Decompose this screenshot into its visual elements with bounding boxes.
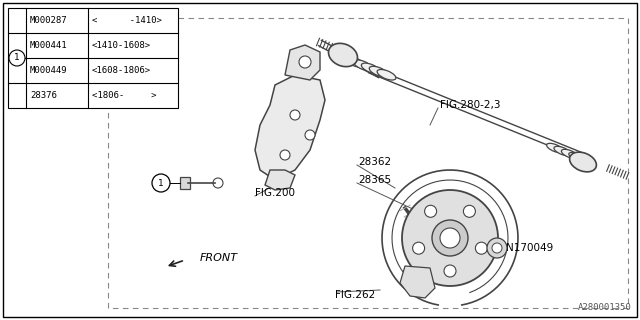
Circle shape (463, 205, 476, 217)
Text: FIG.262: FIG.262 (335, 290, 375, 300)
Text: 28365: 28365 (358, 175, 391, 185)
Circle shape (424, 205, 436, 217)
Ellipse shape (554, 146, 571, 156)
Bar (8, 8, 178, 108)
Circle shape (152, 174, 170, 192)
Ellipse shape (328, 43, 358, 67)
Text: 28376: 28376 (30, 91, 57, 100)
Ellipse shape (346, 57, 364, 67)
Ellipse shape (362, 63, 380, 74)
Text: M000441: M000441 (30, 41, 68, 50)
Ellipse shape (561, 149, 579, 159)
Text: FIG.280-2,3: FIG.280-2,3 (440, 100, 500, 110)
Polygon shape (400, 266, 435, 298)
Circle shape (432, 220, 468, 256)
Text: N170049: N170049 (506, 243, 553, 253)
Polygon shape (265, 170, 295, 190)
Circle shape (290, 110, 300, 120)
Circle shape (476, 242, 488, 254)
Circle shape (305, 130, 315, 140)
Circle shape (402, 190, 498, 286)
Circle shape (492, 243, 502, 253)
Circle shape (9, 50, 25, 66)
Text: M000287: M000287 (30, 16, 68, 25)
Circle shape (444, 265, 456, 277)
Ellipse shape (353, 60, 372, 70)
Text: <1410-1608>: <1410-1608> (92, 41, 151, 50)
Circle shape (413, 242, 424, 254)
Text: 1: 1 (14, 53, 20, 62)
Bar (180, 177, 190, 189)
Ellipse shape (570, 152, 596, 172)
Ellipse shape (369, 66, 388, 77)
Polygon shape (285, 45, 320, 80)
Text: <      -1410>: < -1410> (92, 16, 162, 25)
Ellipse shape (569, 152, 586, 162)
Ellipse shape (547, 143, 563, 153)
Text: A280001350: A280001350 (579, 303, 632, 312)
Circle shape (299, 56, 311, 68)
Text: FRONT: FRONT (200, 253, 238, 263)
Text: M000449: M000449 (30, 66, 68, 75)
Text: <1806-     >: <1806- > (92, 91, 157, 100)
Text: <1608-1806>: <1608-1806> (92, 66, 151, 75)
Circle shape (280, 150, 290, 160)
Polygon shape (255, 75, 325, 180)
Circle shape (440, 228, 460, 248)
Bar (108, 18, 628, 308)
Ellipse shape (377, 69, 396, 80)
Circle shape (213, 178, 223, 188)
Text: 1: 1 (158, 179, 164, 188)
Text: FIG.200: FIG.200 (255, 188, 295, 198)
Text: 28362: 28362 (358, 157, 391, 167)
Circle shape (487, 238, 507, 258)
